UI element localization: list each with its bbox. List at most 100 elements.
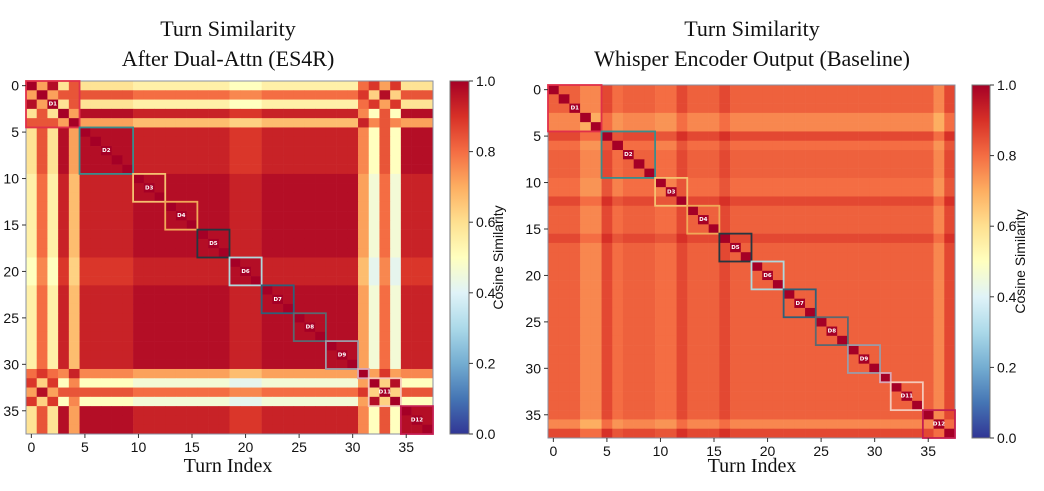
heatmap-cell (655, 391, 667, 402)
heatmap-cell (548, 187, 560, 197)
heatmap-cell (379, 146, 391, 156)
heatmap-cell (687, 122, 699, 132)
heatmap-cell (26, 220, 38, 230)
heatmap-cell (858, 140, 870, 151)
heatmap-cell (358, 294, 370, 305)
heatmap-cell (655, 242, 667, 253)
heatmap-cell (90, 257, 102, 268)
heatmap-cell (676, 215, 688, 225)
heatmap-cell (601, 177, 613, 188)
heatmap-cell (580, 224, 592, 234)
heatmap-cell (304, 331, 316, 342)
heatmap-cell (133, 90, 145, 100)
heatmap-cell (47, 331, 59, 342)
heatmap-cell (304, 173, 316, 184)
heatmap-cell (622, 112, 634, 123)
heatmap-cell (208, 238, 220, 249)
heatmap-cell (379, 238, 391, 249)
heatmap-cell (858, 150, 870, 160)
heatmap-cell (68, 341, 80, 351)
heatmap-cell (26, 229, 38, 240)
heatmap-cell (901, 391, 913, 402)
heatmap-cell (358, 313, 370, 323)
heatmap-cell (730, 307, 742, 318)
heatmap-cell (197, 211, 209, 221)
heatmap-cell (283, 118, 295, 128)
heatmap-cell (783, 307, 795, 318)
heatmap-cell (719, 215, 731, 225)
heatmap-cell (111, 350, 123, 360)
heatmap-cell (751, 307, 763, 318)
heatmap-cell (368, 155, 380, 165)
heatmap-cell (730, 122, 742, 132)
heatmap-cell (240, 90, 252, 100)
heatmap-cell (240, 108, 252, 119)
heatmap-cell (751, 215, 763, 225)
heatmap-cell (165, 257, 177, 268)
heatmap-cell (912, 177, 924, 188)
heatmap-cell (548, 94, 560, 104)
heatmap-cell (933, 270, 945, 281)
heatmap-cell (687, 215, 699, 225)
heatmap-cell (633, 261, 645, 272)
heatmap-cell (368, 368, 380, 379)
heatmap-cell (665, 289, 677, 299)
heatmap-cell (293, 108, 305, 119)
heatmap-cell (751, 103, 763, 114)
heatmap-cell (676, 326, 688, 337)
heatmap-cell (580, 289, 592, 299)
heatmap-cell (100, 164, 112, 175)
heatmap-cell (165, 294, 177, 305)
heatmap-cell (336, 220, 348, 230)
heatmap-cell (379, 257, 391, 268)
heatmap-cell (154, 322, 166, 333)
heatmap-cell (655, 94, 667, 104)
heatmap-cell (315, 146, 327, 156)
heatmap-cell (687, 252, 699, 262)
heatmap-cell (100, 396, 112, 407)
heatmap-cell (665, 112, 677, 123)
heatmap-cell (143, 108, 155, 119)
heatmap-cell (719, 345, 731, 355)
heatmap-cell (697, 419, 709, 430)
heatmap-cell (422, 396, 434, 407)
heatmap-cell (772, 177, 784, 188)
heatmap-cell (154, 90, 166, 100)
heatmap-cell (719, 196, 731, 207)
heatmap-cell (283, 127, 295, 138)
heatmap-cell (358, 183, 370, 193)
heatmap-cell (697, 177, 709, 188)
heatmap-cell (644, 270, 656, 281)
heatmap-cell (218, 294, 230, 305)
heatmap-cell (751, 187, 763, 197)
heatmap-cell (697, 382, 709, 392)
heatmap-cell (58, 146, 70, 156)
heatmap-cell (143, 266, 155, 277)
heatmap-cell (79, 424, 91, 435)
heatmap-cell (272, 257, 284, 268)
heatmap-cell (772, 280, 784, 290)
heatmap-cell (347, 285, 359, 295)
heatmap-cell (665, 122, 677, 132)
heatmap-cell (644, 400, 656, 411)
heatmap-cell (783, 131, 795, 142)
heatmap-cell (590, 289, 602, 299)
heatmap-cell (847, 94, 859, 104)
heatmap-cell (880, 140, 892, 151)
heatmap-cell (869, 168, 881, 179)
heatmap-cell (783, 215, 795, 225)
heatmap-cell (783, 177, 795, 188)
heatmap-cell (100, 313, 112, 323)
heatmap-cell (336, 303, 348, 314)
heatmap-cell (783, 326, 795, 337)
heatmap-cell (644, 419, 656, 430)
heatmap-cell (79, 155, 91, 165)
heatmap-cell (390, 257, 402, 268)
heatmap-cell (36, 303, 48, 314)
heatmap-cell (815, 400, 827, 411)
heatmap-cell (111, 183, 123, 193)
heatmap-cell (922, 103, 934, 114)
heatmap-cell (708, 428, 720, 439)
heatmap-cell (933, 400, 945, 411)
heatmap-cell (36, 118, 48, 128)
